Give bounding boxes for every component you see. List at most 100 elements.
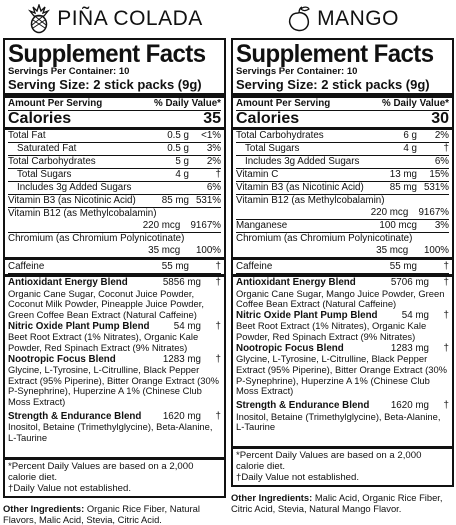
blend-amount: 5856 mg — [162, 277, 201, 288]
footnote-not-established: †Daily Value not established. — [8, 482, 132, 494]
pina-colada-column: PIÑA COLADA Supplement Facts Servings Pe… — [3, 0, 226, 525]
daily-value-header: % Daily Value* — [154, 98, 221, 109]
blend-dv: † — [443, 342, 449, 354]
nutrient-row: Total Carbohydrates 6 g 2% — [236, 130, 449, 143]
blend-ingredients: Beet Root Extract (1% Nitrates), Organic… — [8, 331, 199, 353]
table-header: Amount Per Serving % Daily Value* — [236, 98, 449, 111]
nutrient-amount: 0.5 g — [167, 143, 189, 154]
blend-ingredients: Organic Cane Sugar, Mango Juice Powder, … — [236, 287, 445, 310]
nutrient-amount: 13 mg — [389, 169, 417, 180]
nutrient-label: Vitamin B3 (as Nicotinic Acid) — [8, 195, 136, 206]
other-ingredients: Other Ingredients: Malic Acid, Organic R… — [231, 492, 454, 514]
nutrient-label: Vitamin C — [236, 169, 279, 180]
blend-name: Strength & Endurance Blend — [236, 400, 370, 412]
vitamin-b12-amount: 220 mcg — [142, 220, 181, 231]
nutrient-label: Total Carbohydrates — [236, 130, 324, 141]
nutrient-label: Total Carbohydrates — [8, 156, 96, 167]
divider — [5, 93, 224, 98]
manganese-amount: 100 mcg — [379, 220, 417, 231]
nutrient-row: Total Carbohydrates 5 g 2% — [8, 156, 221, 169]
blend-dv: † — [215, 410, 221, 422]
nutrient-dv: 6% — [206, 182, 221, 193]
footnote-not-established: †Daily Value not established. — [236, 472, 360, 484]
chromium-dv: 100% — [195, 245, 221, 256]
blend-name: Strength & Endurance Blend — [8, 410, 142, 422]
flavor-header: PIÑA COLADA — [3, 0, 226, 38]
footnote-daily-values: *Percent Daily Values are based on a 2,0… — [8, 460, 194, 483]
other-ingredients-text: Malic Acid, Organic Rice Fiber, Citric A… — [231, 492, 443, 515]
blend-ingredients: Glycine, L-Tyrosine, L-Citrulline, Black… — [236, 353, 448, 397]
caffeine-row: Caffeine 55 mg † — [236, 261, 449, 274]
blend: Strength & Endurance Blend 1620 mg † Ino… — [236, 400, 449, 433]
nutrient-dv: 6% — [434, 156, 449, 167]
nutrient-dv: † — [443, 143, 449, 154]
calories-value: 35 — [203, 110, 221, 127]
blend-dv: † — [443, 309, 449, 321]
supplement-facts-panel: Supplement Facts Servings Per Container:… — [231, 38, 454, 488]
chromium-label: Chromium (as Chromium Polynicotinate) — [236, 233, 413, 244]
mango-icon — [286, 5, 312, 33]
caffeine-label: Caffeine — [236, 261, 273, 272]
blend-name: Antioxidant Energy Blend — [8, 277, 128, 288]
serving-size: Serving Size: 2 stick packs (9g) — [8, 77, 202, 92]
nutrient-amount: 4 g — [403, 143, 417, 154]
blend-dv: † — [215, 353, 221, 365]
vitamin-b12-dv: 9167% — [418, 207, 449, 218]
pineapple-icon — [26, 4, 52, 34]
nutrient-dv: 531% — [195, 195, 221, 206]
blend-dv: † — [215, 277, 221, 288]
vitamin-b12-values: 220 mcg 9167% — [8, 220, 221, 233]
blend-ingredients: Inositol, Betaine (Trimethylglycine), Be… — [8, 421, 213, 444]
calories-label: Calories — [8, 110, 72, 127]
nutrient-amount: 5 g — [175, 156, 189, 167]
nutrient-row: Includes 3g Added Sugars 6% — [236, 156, 449, 169]
blend-amount: 1283 mg — [162, 353, 201, 365]
caffeine-label: Caffeine — [8, 261, 45, 272]
blend-name: Nootropic Focus Blend — [8, 353, 116, 365]
nutrient-row: Vitamin B3 (as Nicotinic Acid) 85 mg 531… — [236, 182, 449, 195]
nutrient-label: Includes 3g Added Sugars — [17, 182, 132, 193]
blend-amount: 54 mg — [401, 309, 429, 321]
manganese-label: Manganese — [236, 220, 288, 231]
chromium-dv: 100% — [423, 245, 449, 256]
vitamin-b12-amount: 220 mcg — [370, 207, 409, 218]
divider — [5, 127, 224, 130]
caffeine-dv: † — [443, 261, 449, 272]
nutrient-label: Total Sugars — [245, 143, 300, 154]
other-ingredients: Other Ingredients: Organic Rice Fiber, N… — [3, 503, 226, 525]
blend: Antioxidant Energy Blend 5706 mg † Organ… — [236, 277, 449, 310]
nutrient-row: Total Fat 0.5 g <1% — [8, 130, 221, 143]
divider — [233, 127, 452, 130]
chromium-values: 35 mcg 100% — [8, 245, 221, 257]
nutrient-row: Total Sugars 4 g † — [236, 143, 449, 156]
nutrient-amount — [149, 182, 189, 194]
serving-size: Serving Size: 2 stick packs (9g) — [236, 77, 430, 92]
blend-amount: 54 mg — [173, 320, 201, 332]
blend-dv: † — [443, 277, 449, 288]
blend: Antioxidant Energy Blend 5856 mg † Organ… — [8, 277, 221, 321]
vitamin-b12-values: 220 mcg 9167% — [236, 207, 449, 220]
supplement-facts-panel: Supplement Facts Servings Per Container:… — [3, 38, 226, 498]
blend-amount: 5706 mg — [390, 277, 429, 288]
nutrient-amount: 0.5 g — [167, 130, 189, 141]
nutrient-row: Saturated Fat 0.5 g 3% — [8, 143, 221, 156]
nutrient-label: Saturated Fat — [17, 143, 77, 154]
flavor-name: PIÑA COLADA — [57, 7, 203, 30]
nutrient-dv: 15% — [429, 169, 449, 180]
nutrient-dv: 2% — [206, 156, 221, 167]
flavor-name: MANGO — [317, 7, 399, 30]
nutrient-amount: 85 mg — [389, 182, 417, 193]
table-header: Amount Per Serving % Daily Value* — [8, 98, 221, 111]
nutrient-amount — [377, 156, 417, 168]
calories-row: Calories 35 — [8, 111, 221, 127]
nutrient-row: Includes 3g Added Sugars 6% — [8, 182, 221, 195]
nutrient-amount: 6 g — [403, 130, 417, 141]
calories-label: Calories — [236, 110, 300, 127]
flavor-header: MANGO — [231, 0, 454, 38]
divider — [233, 274, 452, 277]
servings-per-container: Servings Per Container: 10 — [8, 66, 130, 77]
blend-dv: † — [215, 320, 221, 332]
blend: Nootropic Focus Blend 1283 mg † Glycine,… — [236, 343, 449, 397]
panel-title: Supplement Facts — [236, 40, 434, 68]
blend-name: Nitric Oxide Plant Pump Blend — [236, 309, 378, 321]
